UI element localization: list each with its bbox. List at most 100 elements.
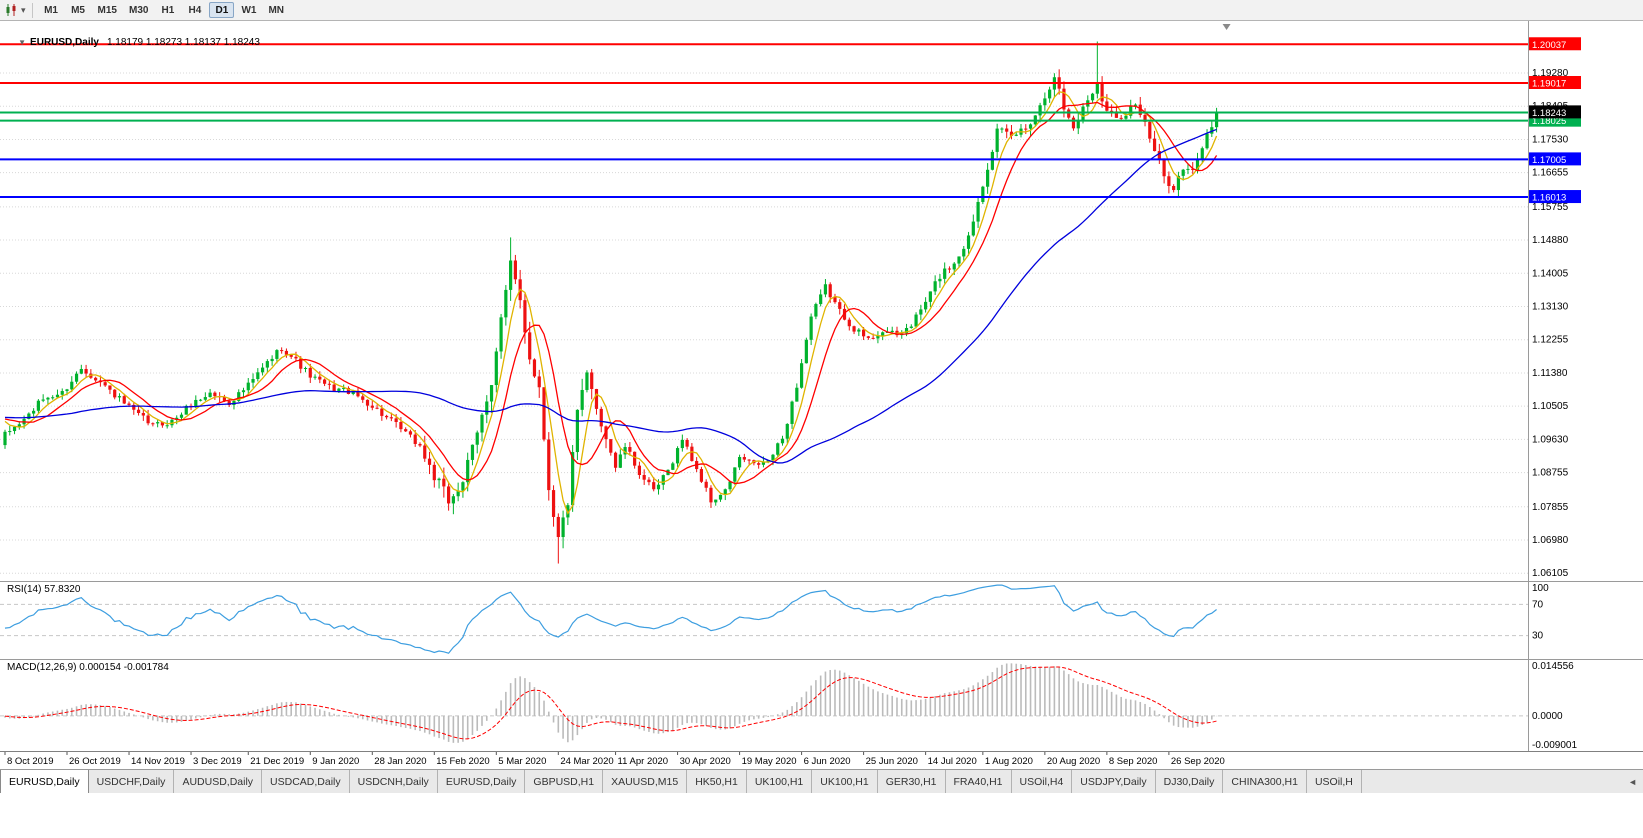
svg-text:30: 30 xyxy=(1532,631,1544,642)
macd-indicator-panel[interactable]: 0.014556 0.0000 -0.009001 xyxy=(0,659,1643,751)
svg-text:1.06980: 1.06980 xyxy=(1532,535,1569,546)
chart-tab-CHINA300-H1-16[interactable]: CHINA300,H1 xyxy=(1223,770,1307,793)
svg-text:11 Apr 2020: 11 Apr 2020 xyxy=(618,756,669,767)
timeframe-button-H4[interactable]: H4 xyxy=(188,4,202,16)
svg-text:19 May 2020: 19 May 2020 xyxy=(742,756,797,767)
rsi-label: RSI(14) 57.8320 xyxy=(7,584,81,595)
chart-tab-FRA40-H1-12[interactable]: FRA40,H1 xyxy=(945,770,1012,793)
svg-text:1.18025: 1.18025 xyxy=(1532,116,1566,127)
chart-ohlc-values: 1.18179 1.18273 1.18137 1.18243 xyxy=(106,37,260,48)
svg-text:1.12255: 1.12255 xyxy=(1532,335,1569,346)
svg-text:1.14005: 1.14005 xyxy=(1532,268,1569,279)
svg-text:3 Dec 2019: 3 Dec 2019 xyxy=(193,756,242,767)
svg-text:9 Jan 2020: 9 Jan 2020 xyxy=(312,756,359,767)
moving-average-10 xyxy=(4,101,1218,485)
chart-tab-UK100-H1-10[interactable]: UK100,H1 xyxy=(812,770,878,793)
svg-text:1.17005: 1.17005 xyxy=(1532,155,1566,166)
chart-tab-XAUUSD-M15-7[interactable]: XAUUSD,M15 xyxy=(603,770,688,793)
hline-1.19017[interactable]: 1.19017 xyxy=(0,76,1581,90)
svg-text:1.11380: 1.11380 xyxy=(1532,368,1568,379)
svg-text:1.20037: 1.20037 xyxy=(1532,40,1566,51)
chart-tab-UK100-H1-9[interactable]: UK100,H1 xyxy=(746,770,813,793)
chart-tab-AUDUSD-Daily-2[interactable]: AUDUSD,Daily xyxy=(174,770,263,793)
svg-text:26 Sep 2020: 26 Sep 2020 xyxy=(1171,756,1225,767)
svg-text:1.08755: 1.08755 xyxy=(1532,468,1569,479)
chart-tab-HK50-H1-8[interactable]: HK50,H1 xyxy=(687,770,747,793)
svg-text:1.16655: 1.16655 xyxy=(1532,168,1569,179)
svg-text:1 Aug 2020: 1 Aug 2020 xyxy=(985,756,1033,767)
chart-periods-icon[interactable] xyxy=(5,3,19,17)
timeframe-button-W1[interactable]: W1 xyxy=(241,4,257,16)
svg-text:1.10505: 1.10505 xyxy=(1532,401,1569,412)
svg-text:1.14880: 1.14880 xyxy=(1532,235,1569,246)
timeframe-button-M1[interactable]: M1 xyxy=(44,4,58,16)
svg-text:20 Aug 2020: 20 Aug 2020 xyxy=(1047,756,1100,767)
hline-1.20037[interactable]: 1.20037 xyxy=(0,37,1581,51)
svg-text:1.13130: 1.13130 xyxy=(1532,302,1569,313)
timeframe-button-M30[interactable]: M30 xyxy=(128,4,149,16)
chart-tab-EURUSD-Daily-5[interactable]: EURUSD,Daily xyxy=(437,770,526,793)
svg-text:1.07855: 1.07855 xyxy=(1532,502,1569,513)
dropdown-caret-icon[interactable]: ▾ xyxy=(21,4,26,15)
svg-text:5 Mar 2020: 5 Mar 2020 xyxy=(498,756,546,767)
svg-text:70: 70 xyxy=(1532,599,1544,610)
chart-tab-DJ30-Daily-15[interactable]: DJ30,Daily xyxy=(1155,770,1224,793)
chart-tab-EURUSD-Daily[interactable]: EURUSD,Daily xyxy=(0,770,89,793)
svg-text:1.06105: 1.06105 xyxy=(1532,568,1569,579)
rsi-indicator-panel[interactable]: 100 70 30 xyxy=(0,581,1643,659)
svg-text:1.09630: 1.09630 xyxy=(1532,434,1569,445)
svg-text:26 Oct 2019: 26 Oct 2019 xyxy=(69,756,121,767)
chart-tab-USDCNH-Daily-4[interactable]: USDCNH,Daily xyxy=(349,770,438,793)
svg-text:1.19017: 1.19017 xyxy=(1532,79,1566,90)
svg-text:0.0000: 0.0000 xyxy=(1532,711,1563,722)
chart-tab-USDCHF-Daily-1[interactable]: USDCHF,Daily xyxy=(88,770,175,793)
collapse-chart-icon[interactable]: ▼ xyxy=(18,38,27,47)
toolbar-separator xyxy=(31,2,33,18)
chart-shift-marker[interactable] xyxy=(1222,24,1231,30)
time-axis[interactable]: 8 Oct 2019 26 Oct 2019 14 Nov 2019 3 Dec 20… xyxy=(0,751,1643,769)
timeframe-button-M15[interactable]: M15 xyxy=(97,4,117,16)
svg-text:6 Jun 2020: 6 Jun 2020 xyxy=(804,756,851,767)
chart-tab-USDCAD-Daily-3[interactable]: USDCAD,Daily xyxy=(262,770,350,793)
svg-text:0.014556: 0.014556 xyxy=(1532,661,1574,672)
svg-text:14 Nov 2019: 14 Nov 2019 xyxy=(131,756,185,767)
timeframe-button-H1[interactable]: H1 xyxy=(161,4,175,16)
chart-tabbar: EURUSD,Daily USDCHF,Daily AUDUSD,Daily USDC… xyxy=(0,769,1643,793)
svg-text:8 Oct 2019: 8 Oct 2019 xyxy=(7,756,53,767)
chart-tab-USDJPY-Daily-14[interactable]: USDJPY,Daily xyxy=(1072,770,1156,793)
svg-text:30 Apr 2020: 30 Apr 2020 xyxy=(680,756,731,767)
svg-text:14 Jul 2020: 14 Jul 2020 xyxy=(928,756,977,767)
macd-histogram xyxy=(4,663,1218,743)
chart-symbol-label: EURUSD,Daily xyxy=(30,37,99,48)
svg-text:8 Sep 2020: 8 Sep 2020 xyxy=(1109,756,1158,767)
chart-tab-USOil-H-17[interactable]: USOil,H xyxy=(1306,770,1362,793)
svg-text:15 Feb 2020: 15 Feb 2020 xyxy=(436,756,489,767)
hline-1.17005[interactable]: 1.17005 xyxy=(0,152,1581,166)
svg-text:1.18243: 1.18243 xyxy=(1532,108,1566,119)
hline-1.18025[interactable]: 1.18025 xyxy=(0,113,1581,128)
svg-text:100: 100 xyxy=(1532,583,1549,594)
macd-signal-line xyxy=(4,666,1217,740)
chart-tab-GER30-H1-11[interactable]: GER30,H1 xyxy=(877,770,946,793)
chart-tab-USOil-H4-13[interactable]: USOil,H4 xyxy=(1011,770,1073,793)
chart-title-overlay: ▼ EURUSD,Daily 1.18179 1.18273 1.18137 1.1… xyxy=(7,26,260,59)
current-price-tag: 1.18243 xyxy=(1529,105,1581,119)
svg-text:21 Dec 2019: 21 Dec 2019 xyxy=(250,756,304,767)
svg-text:28 Jan 2020: 28 Jan 2020 xyxy=(374,756,426,767)
tab-scroll-left-icon[interactable]: ◄ xyxy=(1624,770,1641,793)
chart-tab-GBPUSD-H1-6[interactable]: GBPUSD,H1 xyxy=(525,770,604,793)
svg-text:25 Jun 2020: 25 Jun 2020 xyxy=(866,756,918,767)
timeframe-toolbar: ▾ M1 M5 M15 M30 H1 H4 D1 W1 MN xyxy=(0,0,1643,21)
hline-1.16013[interactable]: 1.16013 xyxy=(0,190,1581,204)
svg-text:1.16013: 1.16013 xyxy=(1532,193,1566,204)
main-price-chart[interactable]: 1.192801.184051.175301.166551.157551.148… xyxy=(0,21,1643,581)
svg-text:1.15755: 1.15755 xyxy=(1532,202,1569,213)
svg-text:1.17530: 1.17530 xyxy=(1532,134,1569,145)
timeframe-button-D1[interactable]: D1 xyxy=(209,2,235,18)
timeframe-button-MN[interactable]: MN xyxy=(268,4,284,16)
svg-text:24 Mar 2020: 24 Mar 2020 xyxy=(560,756,613,767)
timeframe-button-M5[interactable]: M5 xyxy=(71,4,85,16)
moving-average-50 xyxy=(4,128,1217,464)
price-grid: 1.192801.184051.175301.166551.157551.148… xyxy=(0,68,1569,579)
